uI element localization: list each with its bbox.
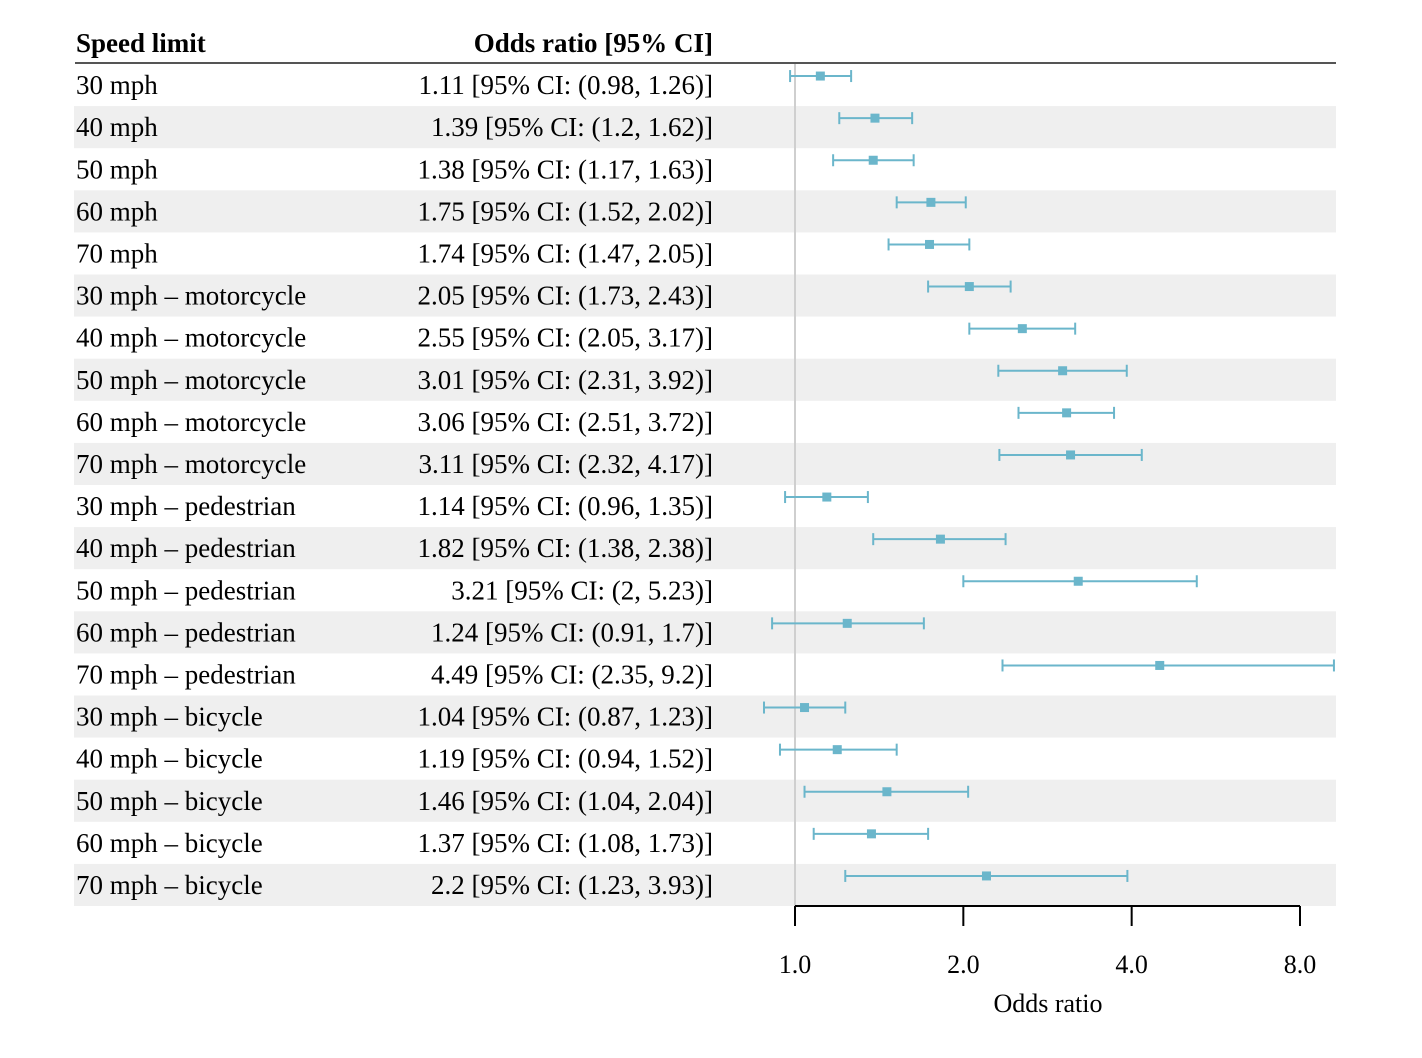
row-label: 50 mph – motorcycle <box>76 365 306 395</box>
row-label: 30 mph – bicycle <box>76 702 263 732</box>
row-label: 30 mph – pedestrian <box>76 491 296 521</box>
row-label: 60 mph <box>76 196 158 226</box>
x-axis-label: Odds ratio <box>993 989 1102 1018</box>
row-label: 40 mph – motorcycle <box>76 323 306 353</box>
point-estimate <box>981 871 991 881</box>
row-value: 1.46 [95% CI: (1.04, 2.04)] <box>418 786 713 816</box>
row-value: 1.04 [95% CI: (0.87, 1.23)] <box>418 702 713 732</box>
row-stripe <box>74 358 1336 401</box>
point-estimate <box>1017 324 1027 334</box>
row-stripe <box>74 274 1336 317</box>
row-label: 60 mph – motorcycle <box>76 407 306 437</box>
row-value: 1.37 [95% CI: (1.08, 1.73)] <box>418 828 713 858</box>
header-odds-ratio: Odds ratio [95% CI] <box>474 28 713 58</box>
row-label: 70 mph – bicycle <box>76 870 263 900</box>
row-stripe <box>74 442 1336 485</box>
row-label: 50 mph – bicycle <box>76 786 263 816</box>
row-label: 30 mph – motorcycle <box>76 281 306 311</box>
row-value: 1.38 [95% CI: (1.17, 1.63)] <box>418 154 713 184</box>
x-tick-label: 1.0 <box>779 950 812 979</box>
point-estimate <box>1073 576 1083 586</box>
row-value: 1.39 [95% CI: (1.2, 1.62)] <box>431 112 713 142</box>
row-value: 1.14 [95% CI: (0.96, 1.35)] <box>418 491 713 521</box>
row-value: 2.55 [95% CI: (2.05, 3.17)] <box>418 323 713 353</box>
row-stripe <box>74 695 1336 738</box>
x-tick-label: 4.0 <box>1115 950 1148 979</box>
row-value: 2.2 [95% CI: (1.23, 3.93)] <box>431 870 713 900</box>
point-estimate <box>870 113 880 123</box>
row-value: 1.24 [95% CI: (0.91, 1.7)] <box>431 617 713 647</box>
row-stripe <box>74 527 1336 570</box>
point-estimate <box>815 71 825 81</box>
row-label: 50 mph – pedestrian <box>76 575 296 605</box>
row-stripe <box>74 779 1336 822</box>
ci-marks <box>763 70 1335 882</box>
row-value: 1.11 [95% CI: (0.98, 1.26)] <box>419 70 713 100</box>
point-estimate <box>1062 408 1072 418</box>
point-estimate <box>842 618 852 628</box>
row-label: 40 mph – bicycle <box>76 744 263 774</box>
row-label: 50 mph <box>76 154 158 184</box>
x-axis: 1.0 2.0 4.0 8.0 <box>779 905 1317 979</box>
row-value: 3.11 [95% CI: (2.32, 4.17)] <box>419 449 713 479</box>
point-estimate <box>868 155 878 165</box>
x-tick-label: 2.0 <box>947 950 980 979</box>
point-estimate <box>964 282 974 292</box>
point-estimate <box>1155 660 1165 670</box>
row-value: 3.06 [95% CI: (2.51, 3.72)] <box>418 407 713 437</box>
row-values: 1.11 [95% CI: (0.98, 1.26)] 1.39 [95% CI:… <box>418 70 713 900</box>
point-estimate <box>935 534 945 544</box>
row-label: 60 mph – bicycle <box>76 828 263 858</box>
row-labels: 30 mph 40 mph 50 mph 60 mph 70 mph 30 mph – m… <box>76 70 306 900</box>
point-estimate <box>1066 450 1076 460</box>
point-estimate <box>822 492 832 502</box>
row-value: 1.74 [95% CI: (1.47, 2.05)] <box>418 238 713 268</box>
point-estimate <box>925 239 935 249</box>
row-stripes <box>74 106 1336 906</box>
row-stripe <box>74 863 1336 906</box>
row-value: 4.49 [95% CI: (2.35, 9.2)] <box>431 659 713 689</box>
row-label: 40 mph – pedestrian <box>76 533 296 563</box>
row-label: 60 mph – pedestrian <box>76 617 296 647</box>
row-stripe <box>74 106 1336 149</box>
row-label: 40 mph <box>76 112 158 142</box>
row-value: 3.21 [95% CI: (2, 5.23)] <box>451 575 713 605</box>
point-estimate <box>926 197 936 207</box>
point-estimate <box>882 787 892 797</box>
x-tick-label: 8.0 <box>1284 950 1317 979</box>
row-stripe <box>74 611 1336 654</box>
row-value: 1.19 [95% CI: (0.94, 1.52)] <box>418 744 713 774</box>
row-value: 1.82 [95% CI: (1.38, 2.38)] <box>418 533 713 563</box>
point-estimate <box>832 745 842 755</box>
point-estimate <box>800 703 810 713</box>
row-label: 70 mph – motorcycle <box>76 449 306 479</box>
row-label: 30 mph <box>76 70 158 100</box>
row-label: 70 mph <box>76 238 158 268</box>
row-value: 2.05 [95% CI: (1.73, 2.43)] <box>418 281 713 311</box>
point-estimate <box>1058 366 1068 376</box>
header-speed-limit: Speed limit <box>76 28 206 58</box>
row-value: 1.75 [95% CI: (1.52, 2.02)] <box>418 196 713 226</box>
point-estimate <box>866 829 876 839</box>
row-label: 70 mph – pedestrian <box>76 659 296 689</box>
row-stripe <box>74 190 1336 233</box>
row-value: 3.01 [95% CI: (2.31, 3.92)] <box>418 365 713 395</box>
